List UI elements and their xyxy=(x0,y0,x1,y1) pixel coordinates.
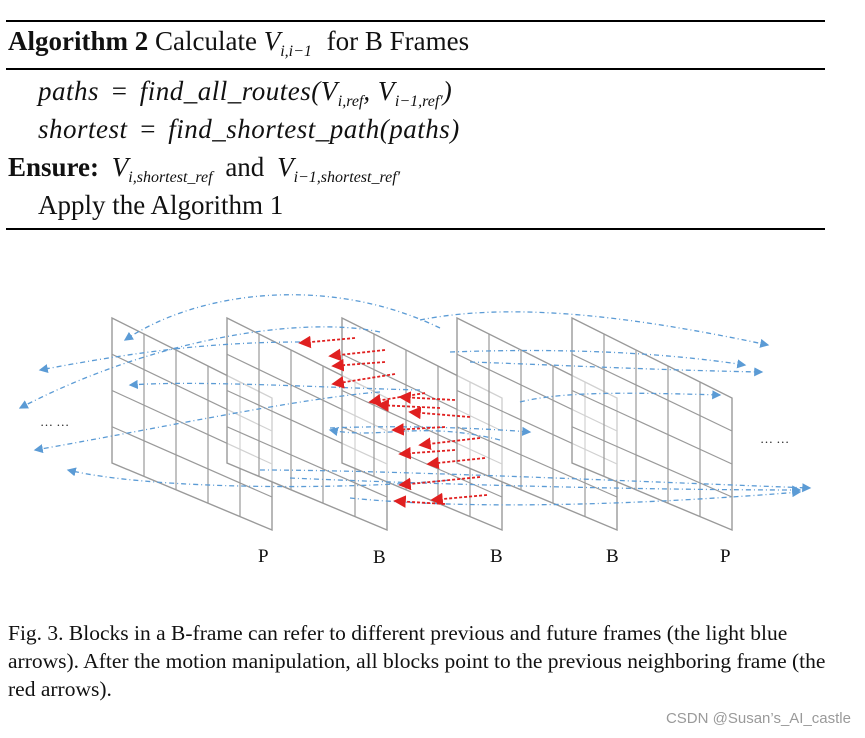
algorithm-line-paths: paths = find_all_routes(Vi,ref, Vi−1,ref… xyxy=(38,76,452,111)
red-arrow-8 xyxy=(408,406,471,420)
frame-grid-5 xyxy=(571,316,733,532)
frame-label-1: P xyxy=(258,546,269,567)
frame-label-5: P xyxy=(720,546,731,567)
title-rule xyxy=(6,68,825,70)
red-arrow-15 xyxy=(393,495,446,508)
shortest-lhs: shortest xyxy=(38,114,128,144)
algorithm-title-suffix: for B Frames xyxy=(326,26,470,56)
paths-sub1: i,ref xyxy=(337,93,364,110)
frames-diagram: … … … … P B B B P xyxy=(18,294,812,568)
algorithm-title-sub: i,i−1 xyxy=(280,43,312,60)
red-arrow-12 xyxy=(426,456,486,470)
blue-arrow-4 xyxy=(38,341,301,374)
ensure-conj: and xyxy=(225,152,265,182)
ensure-var1: V xyxy=(111,152,129,182)
frame-label-3: B xyxy=(490,546,503,567)
red-arrow-4 xyxy=(331,373,396,389)
figure-caption: Fig. 3. Blocks in a B-frame can refer to… xyxy=(8,621,826,701)
blue-arrow-10 xyxy=(259,469,812,493)
paths-eq: = xyxy=(111,76,127,106)
paths-end: ) xyxy=(442,76,453,106)
red-arrow-9 xyxy=(391,423,446,436)
red-motion-arrows xyxy=(298,335,488,508)
algorithm-ensure: Ensure: Vi,shortest_ref and Vi−1,shortes… xyxy=(8,152,400,187)
blue-arrow-7 xyxy=(33,391,381,454)
blue-arrow-11 xyxy=(289,477,802,495)
blue-arrow-5 xyxy=(449,349,747,369)
blue-arrow-8 xyxy=(329,426,532,436)
red-arrow-2 xyxy=(328,348,386,362)
red-arrow-3 xyxy=(331,358,386,372)
top-rule xyxy=(6,20,825,22)
blue-arrow-3 xyxy=(419,311,770,348)
algorithm-apply: Apply the Algorithm 1 xyxy=(38,190,284,220)
paths-rhs: find_all_routes(V xyxy=(139,76,338,106)
algorithm-label: Algorithm 2 xyxy=(8,26,149,56)
ensure-sub2: i−1,shortest_ref′ xyxy=(293,169,401,186)
blue-arrow-15 xyxy=(519,390,722,403)
frame-label-2: B xyxy=(373,547,386,568)
ellipsis-left: … … xyxy=(40,414,69,429)
bottom-rule xyxy=(6,228,825,230)
red-arrow-7 xyxy=(376,399,441,412)
red-arrow-14 xyxy=(430,492,488,506)
red-arrow-11 xyxy=(398,446,456,460)
frame-grids xyxy=(111,316,733,532)
red-arrow-6 xyxy=(398,391,456,404)
watermark: CSDN @Susan’s_AI_castle xyxy=(665,710,851,727)
paths-mid: , V xyxy=(363,76,395,106)
ellipsis-right: … … xyxy=(760,431,789,446)
ensure-var2: V xyxy=(277,152,294,182)
paths-sub2: i−1,ref′ xyxy=(394,93,443,110)
ensure-sub1: i,shortest_ref xyxy=(128,169,213,186)
blue-arrow-1 xyxy=(123,294,441,341)
red-arrow-1 xyxy=(298,335,356,349)
algorithm-title: Algorithm 2 Calculate Vi,i−1 for B Frame… xyxy=(8,26,469,61)
paths-lhs: paths xyxy=(38,76,100,106)
algorithm-title-prefix: Calculate xyxy=(154,26,257,56)
frame-label-4: B xyxy=(606,546,619,567)
red-arrow-13 xyxy=(398,476,481,491)
red-arrow-10 xyxy=(418,437,481,451)
shortest-rhs: find_shortest_path(paths) xyxy=(168,114,460,144)
blue-arrow-14 xyxy=(128,379,421,391)
ensure-keyword: Ensure: xyxy=(8,152,100,182)
algorithm-title-var: V xyxy=(263,26,281,56)
blue-arrow-2 xyxy=(18,326,381,409)
shortest-eq: = xyxy=(140,114,156,144)
algorithm-line-shortest: shortest = find_shortest_path(paths) xyxy=(38,114,460,145)
